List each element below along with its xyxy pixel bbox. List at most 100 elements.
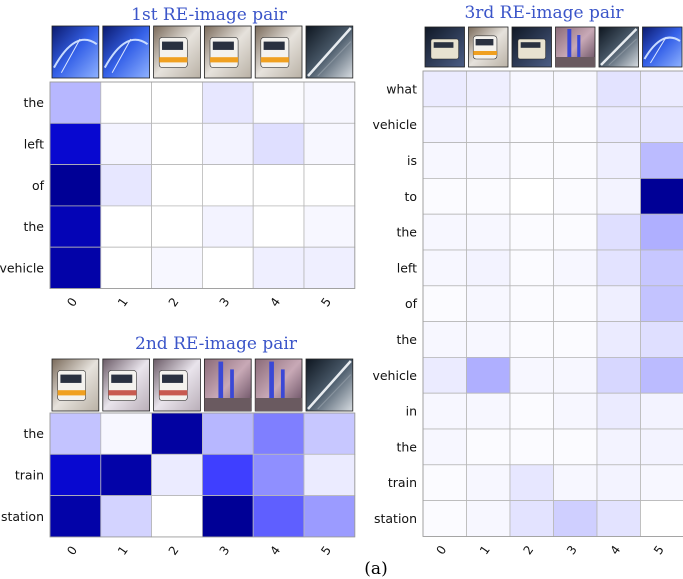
row-label: in <box>406 404 417 419</box>
heatmap-cell <box>49 412 102 455</box>
row-label: the <box>396 225 417 240</box>
heatmap-cell <box>640 70 683 108</box>
thumbnail-image-3 <box>555 26 596 68</box>
thumbnail-image-3 <box>203 25 252 79</box>
heatmap-cell <box>151 81 203 124</box>
heatmap-cell <box>422 285 467 322</box>
heatmap-cell <box>201 495 254 538</box>
heatmap-cell <box>553 464 598 501</box>
heatmap-cell <box>422 428 467 466</box>
heatmap-cell <box>201 122 254 166</box>
heatmap-cell <box>201 81 254 124</box>
thumbnail-image-1 <box>102 358 151 412</box>
heatmap-cell <box>596 285 641 322</box>
heatmap-cell <box>466 392 511 430</box>
heatmap-cell <box>553 177 598 215</box>
heatmap-cell <box>252 164 305 207</box>
heatmap-cell <box>466 428 511 466</box>
heatmap-panel-3rd-pair: 3rd RE-image pair what vehicle is to the left… <box>372 3 683 557</box>
heatmap-cell <box>466 321 511 358</box>
column-label: 2 <box>166 295 182 309</box>
heatmap-cell <box>640 428 683 466</box>
column-label: 0 <box>64 295 80 309</box>
heatmap-cell <box>509 142 554 179</box>
heatmap-cell <box>596 500 641 537</box>
thumbnail-image-0 <box>51 358 100 412</box>
row-label: vehicle <box>372 368 417 383</box>
heatmap-cell <box>151 495 203 538</box>
column-label: 2 <box>521 543 537 557</box>
thumbnail-image-5 <box>305 25 354 79</box>
heatmap-cell <box>252 81 305 124</box>
heatmap-cell <box>422 142 467 179</box>
heatmap-cell <box>553 321 598 358</box>
heatmap-cell <box>100 246 153 289</box>
heatmap-cell <box>422 321 467 358</box>
thumbnail-image-2 <box>153 358 201 412</box>
heatmap-cell <box>596 177 641 215</box>
heatmap-cell <box>100 81 153 124</box>
heatmap-cell <box>509 356 554 394</box>
column-label: 0 <box>434 543 450 557</box>
heatmap-cell <box>422 213 467 251</box>
column-label: 5 <box>651 543 667 557</box>
figure-caption: (a) <box>364 559 387 579</box>
row-label: left <box>397 260 417 275</box>
heatmap-cell <box>509 177 554 215</box>
heatmap-cell <box>422 106 467 144</box>
heatmap-cell <box>49 205 102 248</box>
thumbnail-image-3 <box>203 358 252 412</box>
heatmap-cell <box>509 428 554 466</box>
heatmap-cell <box>151 412 203 455</box>
heatmap-cell <box>252 453 305 496</box>
heatmap-cell <box>201 205 254 248</box>
heatmap-cell <box>466 106 511 144</box>
row-label: of <box>32 178 45 193</box>
column-label: 3 <box>217 295 233 309</box>
row-label: the <box>396 439 417 454</box>
heatmap-cell <box>49 246 102 289</box>
heatmap-cell <box>553 70 598 108</box>
heatmap-cell <box>509 70 554 108</box>
panel-title: 3rd RE-image pair <box>464 3 624 23</box>
heatmap-cell <box>640 500 683 537</box>
column-label: 4 <box>267 295 283 309</box>
heatmap-cell <box>422 356 467 394</box>
heatmap-cell <box>201 164 254 207</box>
heatmap-cell <box>509 392 554 430</box>
heatmap-cell <box>100 122 153 166</box>
heatmap-cell <box>100 453 153 496</box>
heatmap-cell <box>151 164 203 207</box>
heatmap-cell <box>596 464 641 501</box>
row-label: the <box>23 426 44 441</box>
heatmap-cell <box>466 285 511 322</box>
column-label: 3 <box>564 543 580 557</box>
heatmap-cell <box>151 453 203 496</box>
heatmap-cell <box>100 412 153 455</box>
row-label: to <box>404 189 417 204</box>
heatmap-cell <box>553 392 598 430</box>
heatmap-cell <box>509 464 554 501</box>
heatmap-cell <box>596 321 641 358</box>
heatmap-cell <box>509 249 554 287</box>
heatmap-cell <box>252 412 305 455</box>
row-label: station <box>1 509 44 524</box>
heatmap-cell <box>596 392 641 430</box>
heatmap-cell <box>509 500 554 537</box>
heatmap-cell <box>509 213 554 251</box>
heatmap-cell <box>49 81 102 124</box>
heatmap-frame <box>422 70 683 537</box>
heatmap-cell <box>640 249 683 287</box>
heatmap-cell <box>303 495 356 538</box>
heatmap-cell <box>640 356 683 394</box>
row-label: of <box>405 296 418 311</box>
heatmap-cell <box>640 213 683 251</box>
heatmap-cell <box>151 246 203 289</box>
heatmap-cell <box>303 246 356 289</box>
heatmap-cell <box>49 495 102 538</box>
heatmap-cell <box>466 70 511 108</box>
heatmap-cell <box>466 500 511 537</box>
heatmap-cell <box>509 321 554 358</box>
heatmap-cell <box>466 142 511 179</box>
